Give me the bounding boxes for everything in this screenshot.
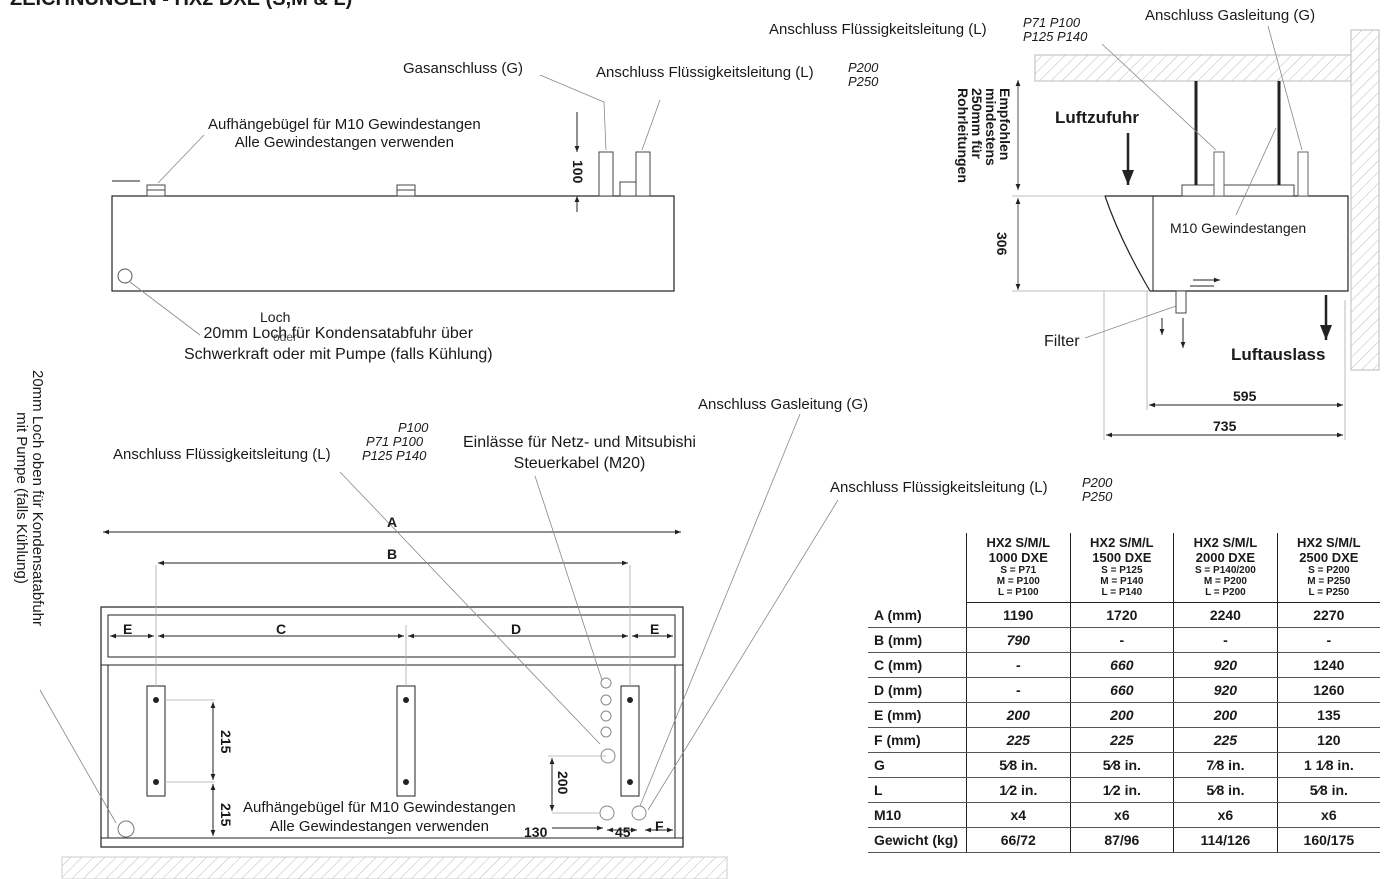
dim-215-lower: 215 xyxy=(218,803,234,827)
fluid-connection-plan-label: Anschluss Flüssigkeitsleitung (L) xyxy=(113,446,331,463)
air-outlet-label: Luftauslass xyxy=(1231,345,1326,364)
spec-col-2500: HX2 S/M/L 2500 DXE S = P200 M = P250 L = P25… xyxy=(1276,533,1380,603)
plan-view xyxy=(39,413,839,879)
dim-C: C xyxy=(276,621,287,637)
top-drain-vertical-label: 20mm Loch oben für Kondensatabfuhr mit Pu… xyxy=(13,370,46,627)
dim-45: 45 xyxy=(615,824,631,840)
table-row: F (mm) 225 225 225 120 xyxy=(868,727,1380,753)
spec-table-header: HX2 S/M/L 1000 DXE S = P71 M = P100 L = P100… xyxy=(868,533,1380,603)
dim-595: 595 xyxy=(1233,388,1257,404)
dim-A: A xyxy=(387,514,398,530)
dim-100: 100 xyxy=(570,160,586,184)
filter-label: Filter xyxy=(1044,333,1080,350)
gas-connection-top-label: Anschluss Gasleitung (G) xyxy=(1145,7,1316,24)
recommended-clearance-label: Empfohlen mindestens 250mm für Rohrleitunge… xyxy=(955,88,1013,183)
table-row: C (mm) -660 920 1240 xyxy=(868,652,1380,678)
rods-label: M10 Gewindestangen xyxy=(1170,220,1307,236)
table-row: B (mm) 790- - - xyxy=(868,627,1380,653)
cable-inlets-label: Einlässe für Netz- und Mitsubishi Steuerk… xyxy=(463,434,696,472)
fluid-plan2-models: P200 P250 xyxy=(1082,475,1113,504)
fluid-top-models: P71 P100 P125 P140 xyxy=(1023,15,1088,44)
drain-hole-label: 20mm Loch für Kondensatabfuhr über Schwer… xyxy=(184,325,493,363)
fluid-models-label: P200 P250 xyxy=(848,60,879,89)
dim-215-upper: 215 xyxy=(218,730,234,754)
dim-D: D xyxy=(511,621,522,637)
gas-connection-plan-label: Anschluss Gasleitung (G) xyxy=(698,396,869,413)
spec-col-2000: HX2 S/M/L 2000 DXE S = P140/200 M = P200 L =… xyxy=(1173,533,1278,603)
table-row: A (mm) 1190 1720 2240 2270 xyxy=(868,602,1380,628)
dim-130: 130 xyxy=(524,824,548,840)
table-row: Gewicht (kg) 66/72 87/96 114/126 160/175 xyxy=(868,827,1380,853)
hanger-label: Aufhängebügel für M10 Gewindestangen Alle… xyxy=(208,116,481,151)
spec-col-1000: HX2 S/M/L 1000 DXE S = P71 M = P100 L = P100 xyxy=(966,533,1071,603)
end-elevation-view xyxy=(1012,25,1380,440)
drain-fragment-1: Loch xyxy=(260,309,291,325)
dim-735: 735 xyxy=(1213,418,1237,434)
air-inlet-label: Luftzufuhr xyxy=(1055,108,1140,127)
table-row: M10 x4 x6 x6 x6 xyxy=(868,802,1380,828)
spec-col-1500: HX2 S/M/L 1500 DXE S = P125 M = P140 L = P14… xyxy=(1069,533,1174,603)
side-elevation-view xyxy=(111,74,675,336)
fluid-connection-plan2-label: Anschluss Flüssigkeitsleitung (L) xyxy=(830,479,1048,496)
page-title: ZEICHNUNGEN - HX2 DXE (S,M & L) xyxy=(10,0,352,11)
table-row: D (mm) -660 920 1260 xyxy=(868,677,1380,703)
fluid-connection-label: Anschluss Flüssigkeitsleitung (L) xyxy=(596,64,814,81)
dim-E-left: E xyxy=(123,621,133,637)
table-row: G 5⁄8 in. 5⁄8 in. 7⁄8 in. 1 1⁄8 in. xyxy=(868,752,1380,778)
dim-F: F xyxy=(655,818,664,834)
table-row: L 1⁄2 in. 1⁄2 in. 5⁄8 in. 5⁄8 in. xyxy=(868,777,1380,803)
gas-connection-label: Gasanschluss (G) xyxy=(403,60,524,77)
drain-fragment-2: oder xyxy=(273,330,298,344)
spec-table: HX2 S/M/L 1000 DXE S = P71 M = P100 L = P100… xyxy=(868,533,1380,853)
spec-header-empty xyxy=(868,533,967,603)
dim-B: B xyxy=(387,546,398,562)
table-row: E (mm) 200 200 200 135 xyxy=(868,702,1380,728)
fluid-connection-top-label: Anschluss Flüssigkeitsleitung (L) xyxy=(769,21,987,38)
dim-200: 200 xyxy=(555,771,571,795)
dim-E-right: E xyxy=(650,621,660,637)
fluid-plan-models: P100 P71 P100 P125 P140 xyxy=(362,420,429,463)
hanger-plan-label: Aufhängebügel für M10 Gewindestangen Alle… xyxy=(243,799,516,835)
dim-306: 306 xyxy=(994,232,1010,256)
